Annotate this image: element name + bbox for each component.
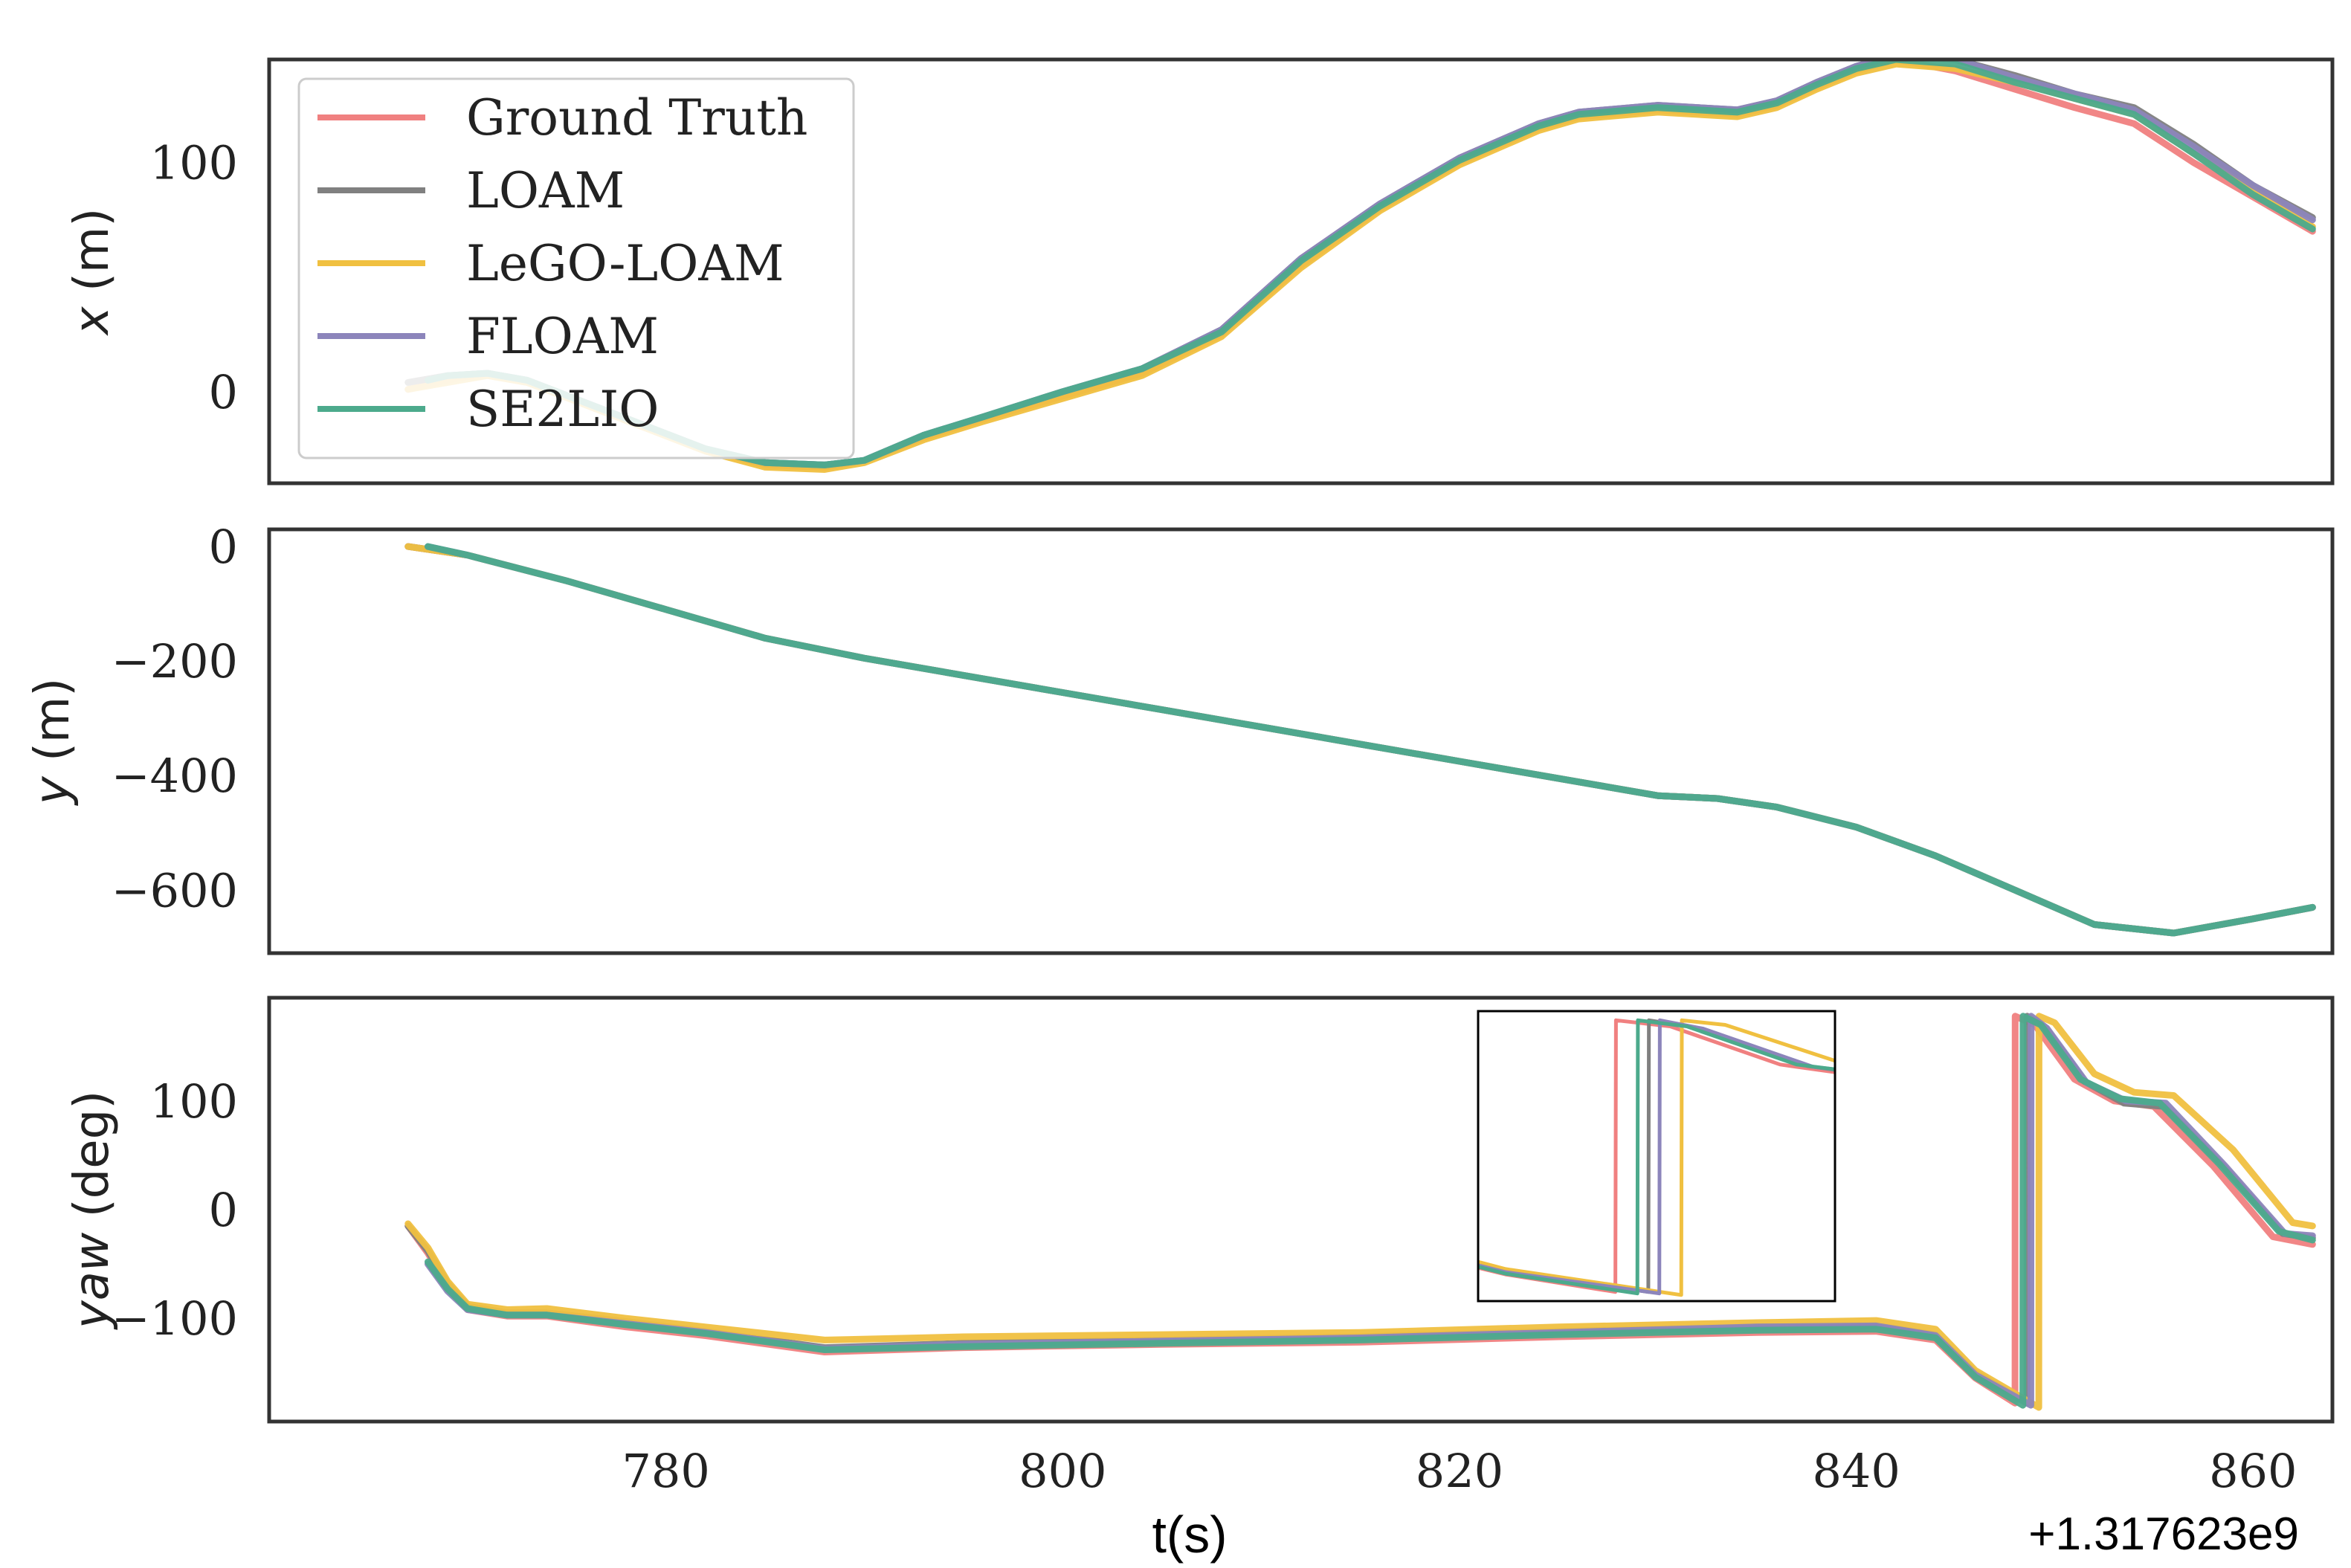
inset-series-floam (1478, 1018, 1835, 1296)
x-tick-label: 800 (1019, 1444, 1106, 1498)
legend-label-loam: LOAM (466, 162, 625, 219)
zoom-inset (1477, 1010, 1836, 1303)
y-series-floam (425, 543, 2316, 937)
x-axis-label: t(s) (1152, 1506, 1227, 1564)
y-ytick-label: −200 (112, 634, 238, 688)
yaw-axes-frame (267, 996, 2335, 1424)
y-ytick-label: −600 (112, 863, 238, 917)
x-tick-label: 840 (1812, 1444, 1900, 1498)
yaw-series-se2lio (425, 1013, 2316, 1409)
x-offset-label: +1.317623e9 (2028, 1509, 2299, 1560)
y-series-loam (404, 543, 2316, 937)
legend-label-lego-loam: LeGO-LOAM (466, 235, 784, 292)
y-series-ground-truth (404, 543, 2316, 937)
x-axis-label: x (m) (65, 208, 120, 337)
y-ytick-label: −400 (112, 749, 238, 803)
y-axes-frame (267, 527, 2335, 955)
legend-label-ground-truth: Ground Truth (466, 89, 807, 146)
y-ytick-label: 0 (209, 520, 238, 574)
yaw-ytick-label: 0 (209, 1183, 238, 1237)
y-panel: 0 −200 −400 −600 y (m) (25, 520, 2335, 955)
yaw-series-floam (425, 1013, 2316, 1409)
x-tick-label: 780 (622, 1444, 709, 1498)
yaw-ytick-label: 100 (150, 1074, 238, 1129)
yaw-ytick-label: −100 (112, 1291, 238, 1346)
legend-label-floam: FLOAM (466, 308, 659, 365)
inset-series-loam (1478, 1018, 1835, 1294)
x-ytick-label: 0 (209, 365, 238, 419)
x-axes-frame (267, 57, 2335, 485)
y-series-se2lio (425, 543, 2316, 937)
y-axis-label: y (m) (25, 678, 80, 807)
legend: Ground Truth LOAM LeGO-LOAM FLOAM SE2LIO (297, 77, 855, 459)
legend-label-se2lio: SE2LIO (466, 381, 659, 438)
x-tick-label: 860 (2209, 1444, 2297, 1498)
yaw-series-lego-loam (404, 1013, 2316, 1411)
x-tick-label: 820 (1416, 1444, 1503, 1498)
yaw-axis-label: yaw (deg) (65, 1091, 120, 1330)
inset-series-ground-truth (1478, 1018, 1835, 1294)
x-ytick-label: 100 (150, 136, 238, 190)
inset-series-lego-loam (1478, 1018, 1835, 1297)
y-series-lego-loam (404, 543, 2316, 937)
inset-series-se2lio (1478, 1018, 1835, 1296)
